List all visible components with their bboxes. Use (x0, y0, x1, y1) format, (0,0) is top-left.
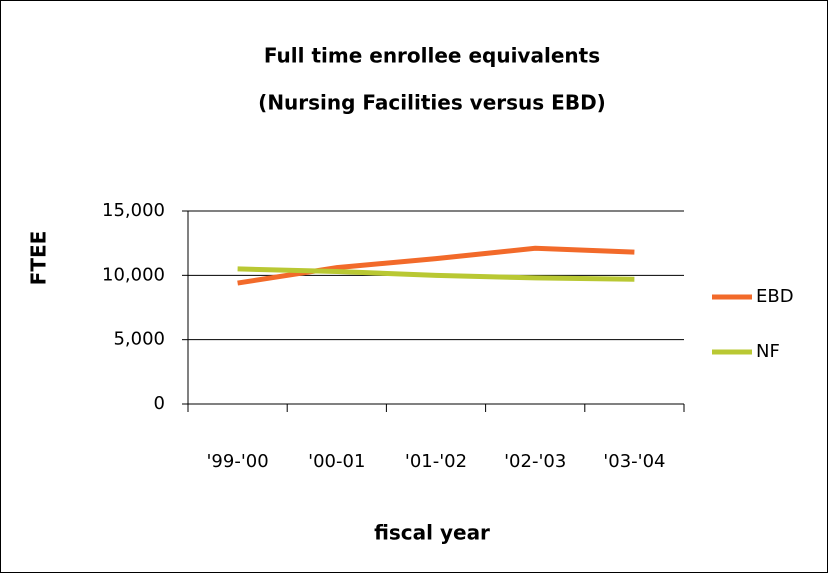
y-tick-label: 10,000 (102, 264, 165, 285)
y-tick-label: 5,000 (113, 329, 165, 350)
series-line (237, 266, 635, 282)
x-tick-label: '99-'00 (206, 451, 268, 472)
legend-label: NF (756, 341, 780, 362)
x-tick-label: '03-'04 (603, 451, 665, 472)
chart-subtitle: (Nursing Facilities versus EBD) (258, 91, 606, 115)
legend-label: EBD (756, 286, 794, 307)
x-tick-label: '02-'03 (504, 451, 566, 472)
y-tick-label: 15,000 (102, 200, 165, 221)
x-tick-label: '00-01 (308, 451, 365, 472)
x-axis-label: fiscal year (374, 521, 490, 545)
x-tick-label: '01-'02 (405, 451, 467, 472)
chart-title: Full time enrollee equivalents (264, 44, 600, 68)
y-axis-label: FTEE (27, 231, 51, 286)
y-tick-label: 0 (154, 393, 165, 414)
